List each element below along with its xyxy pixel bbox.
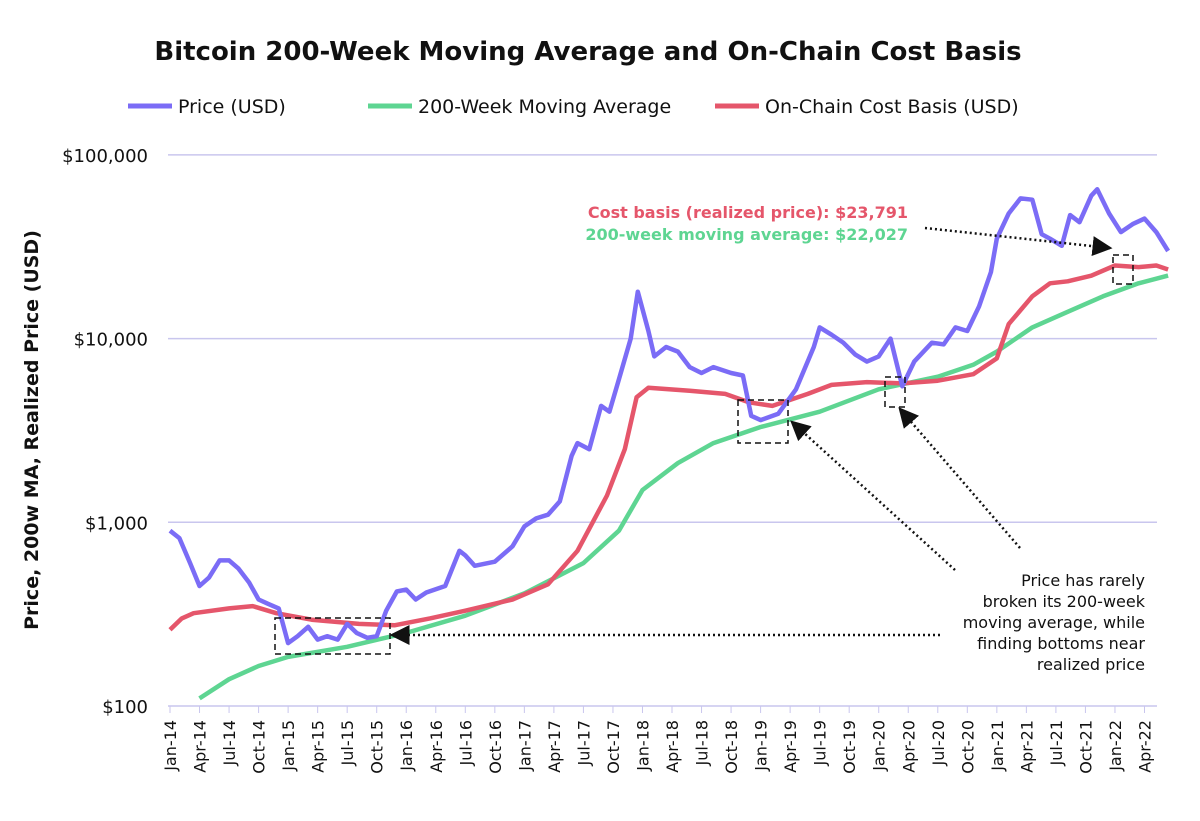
x-tick-label: Jul-18 [693, 720, 712, 766]
x-tick-label: Oct-15 [368, 720, 387, 774]
annotation-note: finding bottoms near [977, 634, 1145, 653]
x-tick-label: Oct-19 [840, 720, 859, 774]
x-tick-label: Jul-19 [811, 720, 830, 766]
x-tick-label: Jul-20 [929, 720, 948, 766]
ma-label: 200-week moving average: $22,027 [585, 225, 908, 244]
y-axis-label: Price, 200w MA, Realized Price (USD) [21, 230, 43, 630]
x-tick-label: Jan-21 [988, 720, 1007, 772]
x-tick-label: Oct-20 [958, 720, 977, 774]
annotation-note: moving average, while [963, 613, 1145, 632]
x-tick-label: Apr-21 [1017, 720, 1036, 773]
legend-label: Price (USD) [178, 96, 286, 118]
y-tick-label: $1,000 [85, 513, 148, 534]
x-tick-label: Apr-22 [1135, 720, 1154, 773]
x-tick-label: Apr-14 [191, 720, 210, 773]
y-tick-label: $10,000 [74, 330, 148, 351]
x-tick-label: Oct-16 [486, 720, 505, 774]
annotation-arrow [898, 407, 1021, 549]
legend-label: 200-Week Moving Average [418, 96, 671, 118]
annotation-note: realized price [1037, 655, 1145, 674]
x-tick-label: Jul-17 [574, 720, 593, 766]
annotation-note: broken its 200-week [983, 592, 1146, 611]
x-tick-label: Oct-17 [604, 720, 623, 774]
legend-label: On-Chain Cost Basis (USD) [765, 96, 1019, 118]
y-tick-label: $100 [102, 697, 148, 718]
x-tick-label: Jan-19 [752, 720, 771, 772]
x-tick-label: Apr-20 [899, 720, 918, 773]
highlight-box [1112, 254, 1134, 285]
x-tick-label: Jan-22 [1106, 720, 1125, 772]
x-tick-label: Jul-15 [338, 720, 357, 766]
series-line-2 [168, 263, 1169, 632]
x-tick-label: Jan-18 [633, 720, 652, 772]
series-line-1 [198, 273, 1169, 701]
x-tick-label: Apr-15 [309, 720, 328, 773]
x-tick-label: Oct-18 [722, 720, 741, 774]
x-tick-label: Jan-16 [397, 720, 416, 772]
x-tick-label: Apr-17 [545, 720, 564, 773]
chart-title: Bitcoin 200-Week Moving Average and On-C… [154, 37, 1021, 67]
legend: Price (USD) 200-Week Moving Average On-Cha… [128, 96, 1019, 118]
cost-basis-label: Cost basis (realized price): $23,791 [588, 203, 908, 222]
x-tick-label: Apr-18 [663, 720, 682, 773]
series-line-0 [168, 187, 1171, 646]
x-tick-label: Jan-20 [870, 720, 889, 772]
annotation-arrow [790, 420, 956, 571]
x-tick-label: Jan-17 [515, 720, 534, 772]
x-tick-label: Jul-16 [456, 720, 475, 766]
x-tick-label: Oct-14 [250, 720, 269, 774]
highlight-box [884, 376, 906, 408]
x-tick-label: Oct-21 [1076, 720, 1095, 774]
highlight-box [737, 399, 789, 444]
x-tick-label: Jul-21 [1047, 720, 1066, 766]
x-tick-label: Apr-16 [427, 720, 446, 773]
x-tick-label: Jul-14 [220, 720, 239, 766]
annotation-note: Price has rarely [1021, 571, 1145, 590]
annotation-arrow [924, 226, 1113, 257]
x-tick-label: Jan-14 [161, 720, 180, 772]
x-tick-label: Apr-19 [781, 720, 800, 773]
x-tick-label: Jan-15 [279, 720, 298, 772]
y-tick-label: $100,000 [62, 146, 148, 167]
